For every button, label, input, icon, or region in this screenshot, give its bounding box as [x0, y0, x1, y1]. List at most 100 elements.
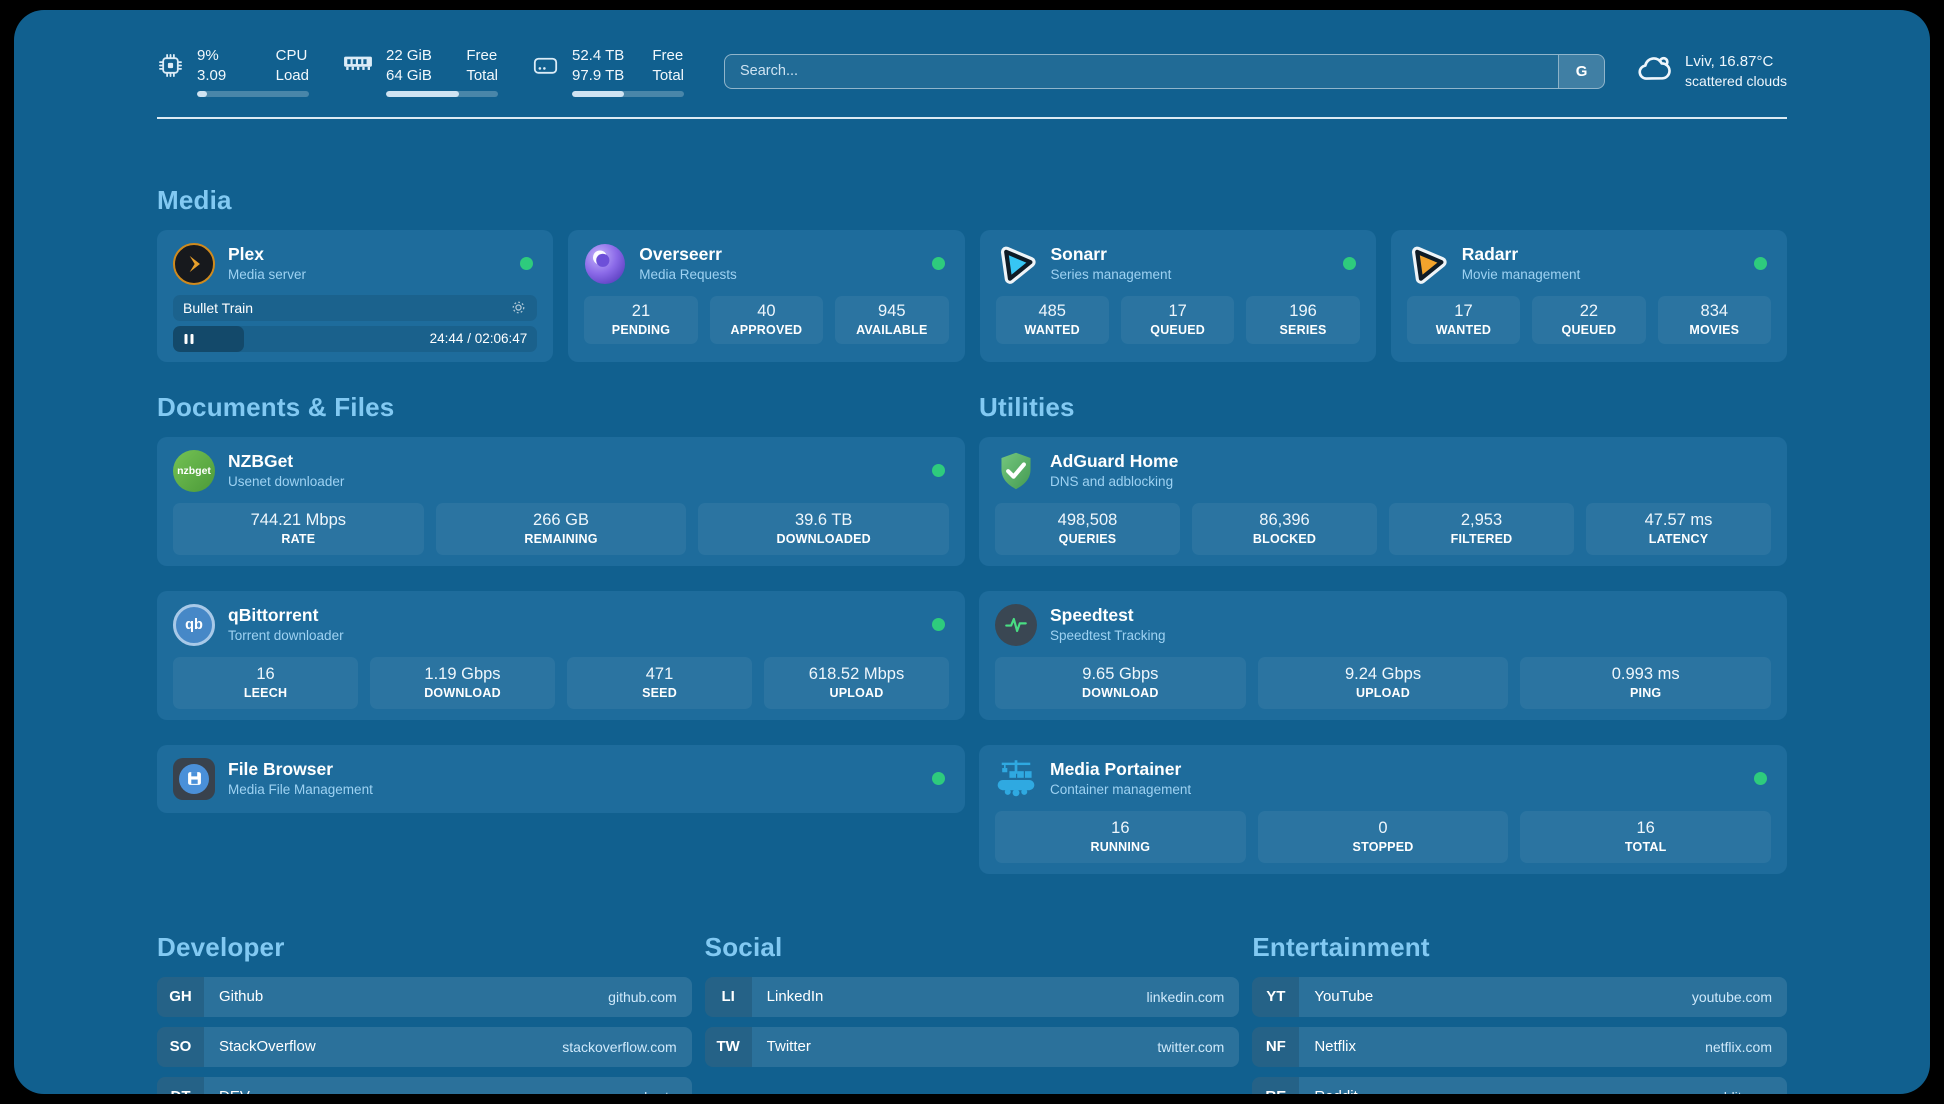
dashboard: 9% 3.09 CPU Load — [14, 10, 1930, 1094]
service-description: Media File Management — [228, 782, 373, 797]
service-name: Radarr — [1461, 244, 1519, 264]
bookmark-link[interactable]: NF Netflix netflix.com — [1252, 1026, 1787, 1067]
bookmark-link[interactable]: SO StackOverflow stackoverflow.com — [157, 1026, 692, 1067]
sonarr-icon — [996, 243, 1038, 285]
bookmark-url: youtube.com — [1691, 988, 1772, 1005]
stat-box: 196 SERIES — [1246, 295, 1360, 344]
section-title-documents: Documents & Files — [157, 391, 395, 422]
card-filebrowser[interactable]: File Browser Media File Management — [157, 744, 965, 813]
stat-box: 2,953 FILTERED — [1389, 502, 1574, 555]
stat-value: 618.52 Mbps — [808, 664, 905, 683]
stat-value: 22 — [1579, 301, 1599, 320]
bookmark-link[interactable]: YT YouTube youtube.com — [1252, 976, 1787, 1017]
service-name: Sonarr — [1050, 244, 1107, 264]
stat-value: 498,508 — [1057, 510, 1118, 529]
bookmark-abbr: YT — [1252, 976, 1300, 1017]
stat-box: 21 PENDING — [584, 295, 698, 344]
stats-row: 9.65 Gbps DOWNLOAD 9.24 Gbps UPLOAD — [995, 656, 1772, 709]
cpu-stats-widget: 9% 3.09 CPU Load — [157, 46, 309, 97]
bookmark-abbr: GH — [157, 976, 204, 1017]
bookmark-name: YouTube — [1314, 988, 1374, 1006]
filebrowser-icon — [173, 757, 215, 800]
stat-label: LEECH — [243, 685, 288, 700]
status-dot — [1342, 257, 1356, 271]
stat-label: PING — [1629, 685, 1662, 700]
card-overseerr[interactable]: Overseerr Media Requests 21 PENDING — [568, 229, 965, 362]
card-adguard[interactable]: AdGuard Home DNS and adblocking 498,508 … — [979, 436, 1787, 566]
service-name: Speedtest — [1050, 605, 1134, 625]
bookmark-url: stackoverflow.com — [562, 1038, 677, 1055]
bookmark-abbr: NF — [1252, 1026, 1300, 1067]
section-title-entertainment: Entertainment — [1252, 931, 1430, 962]
section-title-social: Social — [704, 931, 783, 962]
bookmark-link[interactable]: TW Twitter twitter.com — [704, 1026, 1240, 1067]
cpu-progress-bar — [197, 90, 309, 97]
weather-condition: scattered clouds — [1685, 72, 1787, 89]
bookmark-url: linkedin.com — [1146, 988, 1225, 1005]
section-entertainment: Entertainment YT YouTube youtube.com NF … — [1252, 932, 1787, 1094]
stat-box: 47.57 ms LATENCY — [1586, 502, 1771, 555]
stat-value: 9.24 Gbps — [1344, 664, 1422, 683]
section-developer: Developer GH Github github.com SO StackO… — [157, 932, 692, 1094]
bookmark-link[interactable]: RE Reddit reddit.com — [1252, 1076, 1787, 1094]
stat-label: QUERIES — [1058, 531, 1117, 546]
bookmark-url: twitter.com — [1157, 1038, 1225, 1055]
bookmark-link[interactable]: GH Github github.com — [157, 976, 692, 1017]
status-dot — [520, 257, 534, 271]
card-speedtest[interactable]: Speedtest Speedtest Tracking 9.65 Gbps D… — [979, 590, 1787, 720]
playback-progress-bar[interactable]: 24:44 / 02:06:47 — [173, 325, 538, 352]
radarr-icon — [1407, 243, 1449, 285]
stat-value: 2,953 — [1460, 510, 1503, 529]
stat-box: 485 WANTED — [995, 295, 1109, 344]
section-utilities: Utilities — [979, 392, 1787, 874]
service-name: qBittorrent — [228, 605, 319, 625]
stat-value: 47.57 ms — [1644, 510, 1713, 529]
bookmark-link[interactable]: DT DEV dev.to — [157, 1076, 692, 1094]
gear-icon[interactable] — [510, 299, 527, 316]
stat-label: TOTAL — [1624, 839, 1667, 854]
service-description: Speedtest Tracking — [1050, 628, 1166, 643]
stat-value: 471 — [645, 664, 674, 683]
stat-box: 22 QUEUED — [1532, 295, 1646, 344]
stat-label: SERIES — [1279, 322, 1327, 337]
section-title-media: Media — [157, 184, 232, 215]
section-documents: Documents & Files nzbget NZBGet Usenet d… — [157, 392, 965, 874]
card-plex[interactable]: Plex Media server Bullet Train — [157, 229, 554, 362]
status-dot — [1754, 257, 1767, 271]
portainer-icon — [995, 758, 1037, 800]
search-engine-button[interactable]: G — [1558, 54, 1605, 88]
service-name: AdGuard Home — [1050, 451, 1179, 471]
stat-box: 0 STOPPED — [1257, 810, 1509, 863]
card-portainer[interactable]: Media Portainer Container management 16 … — [979, 744, 1787, 874]
social-links: LI LinkedIn linkedin.com TW Twitter twit… — [704, 976, 1240, 1067]
stat-label: FILTERED — [1450, 531, 1513, 546]
stat-value: 266 GB — [533, 510, 589, 529]
stat-label: MOVIES — [1689, 322, 1740, 337]
stats-row: 16 LEECH 1.19 Gbps DOWNLOAD 47 — [173, 656, 949, 709]
card-radarr[interactable]: Radarr Movie management 17 WANTED — [1390, 229, 1787, 362]
card-nzbget[interactable]: nzbget NZBGet Usenet downloader 74 — [157, 436, 965, 566]
bookmark-link[interactable]: LI LinkedIn linkedin.com — [704, 976, 1240, 1017]
card-qbittorrent[interactable]: qb qBittorrent Torrent downloader — [157, 590, 965, 720]
stat-value: 40 — [757, 301, 776, 320]
cpu-labels: CPU Load — [275, 47, 309, 84]
service-name: Plex — [228, 244, 264, 264]
weather-widget[interactable]: Lviv, 16.87°C scattered clouds — [1635, 50, 1787, 92]
bookmark-abbr: LI — [704, 976, 752, 1017]
stat-value: 485 — [1038, 301, 1066, 320]
section-media: Media Plex Media server — [157, 185, 1787, 362]
memory-progress-bar — [386, 90, 498, 97]
stat-box: 945 AVAILABLE — [835, 295, 949, 344]
stat-label: BLOCKED — [1252, 531, 1317, 546]
stat-box: 744.21 Mbps RATE — [173, 502, 424, 555]
now-playing-title: Bullet Train — [183, 299, 254, 316]
pause-icon[interactable] — [183, 333, 195, 345]
stat-box: 498,508 QUERIES — [995, 502, 1180, 555]
stat-value: 21 — [631, 301, 651, 320]
card-sonarr[interactable]: Sonarr Series management 485 WANTED — [979, 229, 1376, 362]
stat-value: 0 — [1378, 818, 1388, 837]
service-description: Series management — [1050, 267, 1172, 282]
search-input[interactable] — [725, 54, 1559, 88]
bookmark-name: Twitter — [766, 1038, 811, 1056]
speedtest-icon — [995, 603, 1037, 646]
